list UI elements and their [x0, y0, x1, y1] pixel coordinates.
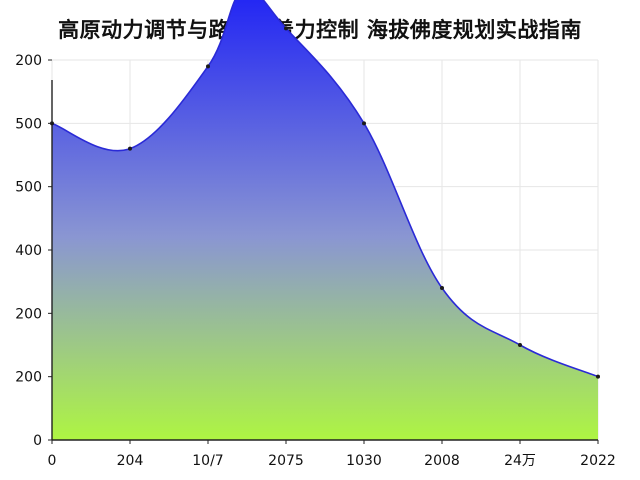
chart-title: 高原动力调节与路面附着力控制 海拔佛度规划实战指南 [58, 18, 582, 42]
data-point [362, 121, 366, 126]
data-point [284, 26, 288, 31]
x-tick-label: 24万 [504, 453, 536, 469]
y-tick-label: 200 [15, 53, 42, 69]
x-axis-ticks: 0 204 10/7 2075 1030 2008 24万 2022 [48, 440, 616, 469]
area-series [51, 0, 599, 440]
y-tick-label: 500 [15, 116, 42, 132]
x-tick-label: 2022 [580, 453, 616, 469]
y-axis-ticks: 0 200 200 400 500 500 200 [15, 53, 52, 449]
x-tick-label: 1030 [346, 453, 382, 469]
y-tick-label: 500 [15, 180, 42, 196]
y-tick-label: 0 [33, 433, 42, 449]
y-tick-label: 400 [15, 243, 42, 259]
y-tick-label: 200 [15, 370, 42, 386]
data-point [206, 64, 210, 69]
data-point [518, 343, 522, 347]
data-point [440, 286, 444, 290]
x-tick-label: 204 [117, 453, 144, 469]
x-tick-label: 10/7 [192, 453, 223, 469]
data-point [128, 146, 132, 151]
series-line [51, 0, 599, 378]
data-point [596, 374, 600, 379]
area-fill [52, 0, 598, 440]
y-tick-label: 200 [15, 306, 42, 322]
x-tick-label: 2075 [268, 453, 304, 469]
axes [51, 80, 598, 441]
x-tick-label: 2008 [424, 453, 460, 469]
x-tick-label: 0 [48, 453, 57, 469]
data-markers [50, 26, 600, 379]
